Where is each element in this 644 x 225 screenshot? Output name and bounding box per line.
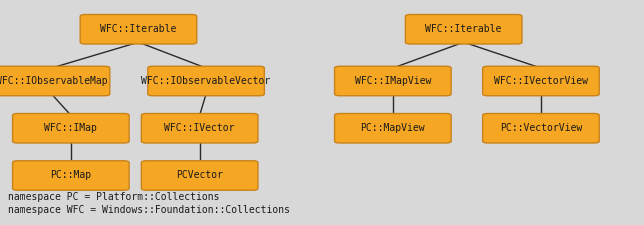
Text: PC::VectorView: PC::VectorView bbox=[500, 123, 582, 133]
Text: WFC::Iterable: WFC::Iterable bbox=[100, 24, 176, 34]
FancyBboxPatch shape bbox=[12, 113, 129, 143]
Text: WFC::IVector: WFC::IVector bbox=[164, 123, 235, 133]
FancyBboxPatch shape bbox=[80, 14, 196, 44]
Text: WFC::IMap: WFC::IMap bbox=[44, 123, 97, 133]
Text: PCVector: PCVector bbox=[176, 171, 223, 180]
FancyBboxPatch shape bbox=[12, 161, 129, 190]
FancyBboxPatch shape bbox=[406, 14, 522, 44]
Text: WFC::IObservableMap: WFC::IObservableMap bbox=[0, 76, 108, 86]
Text: WFC::IMapView: WFC::IMapView bbox=[355, 76, 431, 86]
FancyBboxPatch shape bbox=[335, 113, 451, 143]
FancyBboxPatch shape bbox=[0, 66, 109, 96]
FancyBboxPatch shape bbox=[141, 113, 258, 143]
FancyBboxPatch shape bbox=[141, 161, 258, 190]
FancyBboxPatch shape bbox=[147, 66, 264, 96]
Text: WFC::IVectorView: WFC::IVectorView bbox=[494, 76, 588, 86]
Text: PC::MapView: PC::MapView bbox=[361, 123, 425, 133]
FancyBboxPatch shape bbox=[335, 66, 451, 96]
FancyBboxPatch shape bbox=[482, 113, 599, 143]
Text: namespace WFC = Windows::Foundation::Collections: namespace WFC = Windows::Foundation::Col… bbox=[8, 205, 290, 215]
Text: WFC::Iterable: WFC::Iterable bbox=[426, 24, 502, 34]
Text: namespace PC = Platform::Collections: namespace PC = Platform::Collections bbox=[8, 192, 219, 202]
FancyBboxPatch shape bbox=[482, 66, 599, 96]
Text: PC::Map: PC::Map bbox=[50, 171, 91, 180]
Text: WFC::IObservableVector: WFC::IObservableVector bbox=[142, 76, 270, 86]
